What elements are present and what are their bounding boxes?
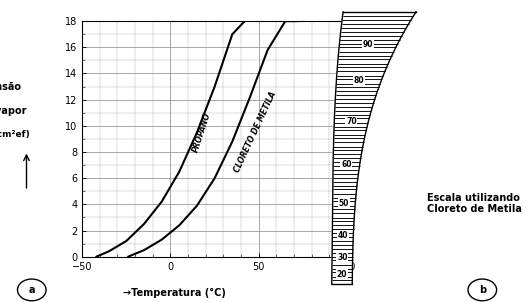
- Text: →Temperatura (°C): →Temperatura (°C): [123, 288, 226, 298]
- Text: Tensão: Tensão: [0, 82, 22, 92]
- Text: CLORETO DE METILA: CLORETO DE METILA: [233, 91, 278, 174]
- Text: 40: 40: [338, 231, 348, 240]
- Text: PROPANO: PROPANO: [191, 111, 213, 153]
- Text: Escala utilizando
Cloreto de Metila: Escala utilizando Cloreto de Metila: [427, 193, 523, 214]
- Text: 90: 90: [363, 40, 374, 49]
- Polygon shape: [332, 12, 416, 284]
- Text: 20: 20: [337, 270, 347, 279]
- Text: 60: 60: [341, 160, 351, 169]
- Text: b: b: [479, 285, 486, 295]
- Text: (Kg/cm²ef): (Kg/cm²ef): [0, 130, 30, 139]
- Text: 80: 80: [354, 76, 364, 85]
- Text: 30: 30: [337, 253, 348, 262]
- Text: 70: 70: [346, 117, 357, 126]
- Text: 50: 50: [339, 199, 349, 207]
- Text: de vapor: de vapor: [0, 106, 27, 116]
- Text: a: a: [29, 285, 35, 295]
